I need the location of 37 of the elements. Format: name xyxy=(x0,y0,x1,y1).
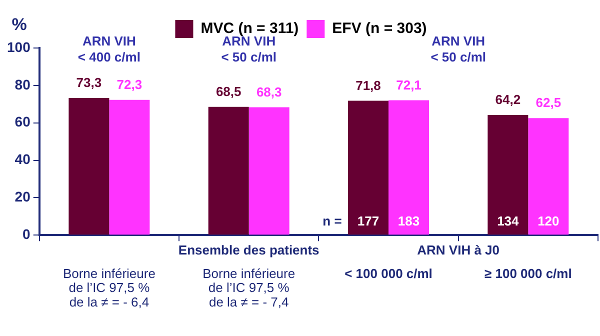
bar xyxy=(488,114,528,235)
data-label: 64,2 xyxy=(495,92,521,108)
y-tick-label: 60 xyxy=(14,114,31,130)
bar xyxy=(388,100,430,235)
annotation: 120 xyxy=(538,214,560,229)
bar xyxy=(109,100,150,235)
bar xyxy=(208,106,249,235)
text: Ensemble des patients xyxy=(178,242,320,258)
y-tick-label: 80 xyxy=(14,76,31,92)
y-tick-label: 100 xyxy=(7,38,31,55)
data-label: 72,1 xyxy=(396,77,422,92)
data-label: 62,5 xyxy=(536,95,562,110)
x-tick-label: ≥ 100 000 c/ml xyxy=(484,266,572,281)
bar xyxy=(528,118,569,235)
x-tick-label: Borne inférieure de l’IC 97,5 % de la ≠ = - 7,4 xyxy=(202,266,296,310)
annotation: 134 xyxy=(497,214,520,229)
data-label: 71,8 xyxy=(356,78,381,93)
bar xyxy=(248,107,290,235)
bar xyxy=(68,98,110,235)
y-tick-label: 20 xyxy=(14,188,31,205)
annotation: n = xyxy=(322,214,342,229)
annotation: 177 xyxy=(357,214,380,229)
data-label: 73,3 xyxy=(76,75,102,90)
annotation: ARN VIH < 50 c/ml xyxy=(430,34,486,65)
data-label: 68,3 xyxy=(256,84,282,100)
legend-label: EFV (n = 303) xyxy=(332,20,427,38)
bar xyxy=(348,100,389,235)
annotation: 183 xyxy=(398,214,420,229)
data-label: 68,5 xyxy=(216,84,242,100)
annotation: ARN VIH < 400 c/ml xyxy=(78,34,140,65)
y-tick-label: 0 xyxy=(22,226,31,242)
x-tick-label: Borne inférieure de l’IC 97,5 % de la ≠ = - 6,4 xyxy=(62,266,156,310)
x-tick-label: < 100 000 c/ml xyxy=(344,266,432,281)
y-axis-title: % xyxy=(12,15,27,34)
y-tick-label: 40 xyxy=(14,151,31,168)
data-label: 72,3 xyxy=(116,76,142,92)
text: ARN VIH à J0 xyxy=(417,242,500,258)
